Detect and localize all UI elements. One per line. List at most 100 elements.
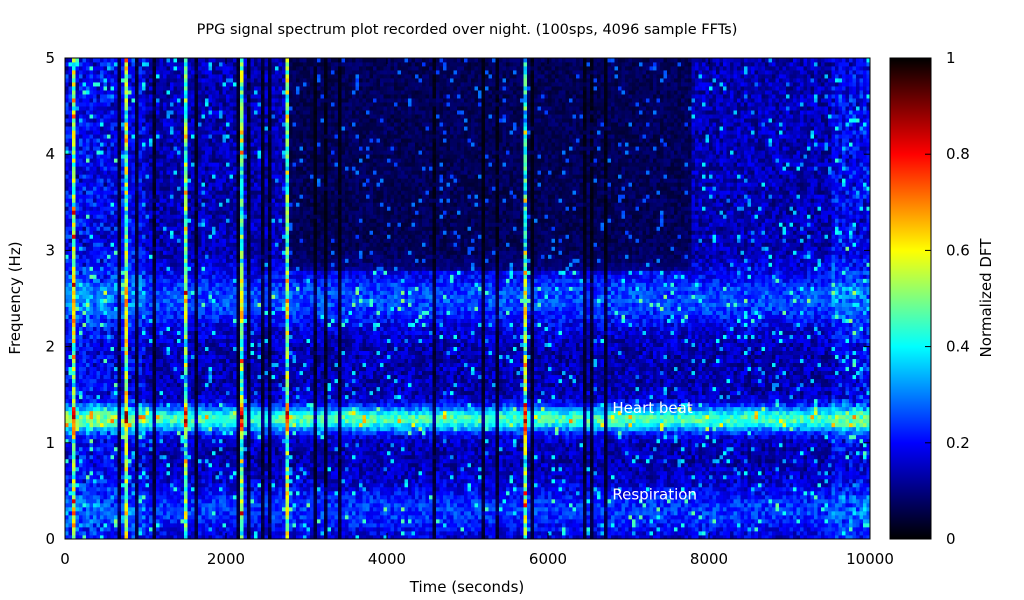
heatmap-cell [149, 487, 153, 491]
heatmap-cell [177, 118, 181, 122]
heatmap-cell [184, 531, 188, 535]
heatmap-cell [132, 170, 136, 174]
heatmap-cell [170, 375, 174, 379]
heatmap-cell [121, 230, 125, 234]
heatmap-cell [191, 226, 195, 230]
heatmap-cell [156, 451, 160, 455]
heatmap-cell [142, 303, 146, 307]
heatmap-cell [149, 427, 153, 431]
heatmap-cell [149, 395, 153, 399]
heatmap-cell [188, 86, 192, 90]
heatmap-cell [139, 379, 143, 383]
heatmap-cell [104, 182, 108, 186]
heatmap-cell [146, 303, 150, 307]
heatmap-cell [205, 483, 209, 487]
heatmap-cell [163, 431, 167, 435]
heatmap-cell [198, 307, 202, 311]
heatmap-cell [191, 190, 195, 194]
heatmap-cell [132, 415, 136, 419]
heatmap-cell [83, 98, 87, 102]
heatmap-cell [79, 206, 83, 210]
heatmap-cell [86, 234, 90, 238]
heatmap-cell [76, 387, 80, 391]
heatmap-cell [135, 395, 139, 399]
heatmap-cell [104, 218, 108, 222]
heatmap-cell [132, 323, 136, 327]
heatmap-cell [83, 435, 87, 439]
heatmap-cell [181, 198, 185, 202]
heatmap-cell [76, 254, 80, 258]
heatmap-cell [198, 242, 202, 246]
heatmap-cell [198, 234, 202, 238]
heatmap-cell [198, 407, 202, 411]
heatmap-cell [104, 138, 108, 142]
heatmap-cell [79, 86, 83, 90]
heatmap-cell [65, 515, 69, 519]
heatmap-cell [139, 523, 143, 527]
heatmap-cell [195, 407, 199, 411]
heatmap-cell [139, 499, 143, 503]
heatmap-cell [107, 258, 111, 262]
heatmap-cell [83, 355, 87, 359]
heatmap-cell [65, 90, 69, 94]
heatmap-cell [156, 355, 160, 359]
heatmap-cell [128, 427, 132, 431]
heatmap-cell [107, 339, 111, 343]
heatmap-cell [170, 303, 174, 307]
heatmap-cell [93, 355, 97, 359]
heatmap-cell [97, 435, 101, 439]
heatmap-cell [90, 78, 94, 82]
heatmap-cell [181, 278, 185, 282]
heatmap-cell [184, 399, 188, 403]
heatmap-cell [205, 383, 209, 387]
heatmap-cell [128, 182, 132, 186]
heatmap-cell [146, 182, 150, 186]
heatmap-cell [198, 423, 202, 427]
heatmap-cell [149, 66, 153, 70]
heatmap-cell [114, 475, 118, 479]
heatmap-cell [209, 262, 213, 266]
heatmap-cell [184, 519, 188, 523]
heatmap-cell [209, 435, 213, 439]
heatmap-cell [90, 190, 94, 194]
heatmap-cell [90, 527, 94, 531]
heatmap-cell [198, 250, 202, 254]
heatmap-cell [111, 319, 115, 323]
heatmap-cell [181, 174, 185, 178]
heatmap-cell [104, 495, 108, 499]
heatmap-cell [170, 138, 174, 142]
heatmap-cell [170, 495, 174, 499]
heatmap-cell [79, 174, 83, 178]
heatmap-cell [149, 407, 153, 411]
heatmap-cell [72, 439, 76, 443]
heatmap-cell [69, 339, 73, 343]
heatmap-cell [202, 315, 206, 319]
heatmap-cell [188, 335, 192, 339]
heatmap-cell [86, 435, 90, 439]
heatmap-cell [163, 351, 167, 355]
heatmap-cell [72, 202, 76, 206]
heatmap-cell [86, 355, 90, 359]
heatmap-cell [111, 411, 115, 415]
heatmap-cell [79, 106, 83, 110]
heatmap-cell [139, 415, 143, 419]
heatmap-cell [104, 58, 108, 62]
heatmap-cell [86, 495, 90, 499]
heatmap-cell [76, 379, 80, 383]
heatmap-cell [139, 451, 143, 455]
heatmap-cell [195, 242, 199, 246]
heatmap-cell [163, 118, 167, 122]
heatmap-cell [132, 331, 136, 335]
heatmap-cell [198, 379, 202, 383]
heatmap-cell [100, 367, 104, 371]
heatmap-cell [195, 234, 199, 238]
heatmap-cell [184, 226, 188, 230]
heatmap-cell [149, 118, 153, 122]
heatmap-cell [142, 403, 146, 407]
heatmap-cell [76, 222, 80, 226]
heatmap-cell [132, 118, 136, 122]
heatmap-cell [135, 90, 139, 94]
heatmap-cell [76, 447, 80, 451]
heatmap-cell [202, 114, 206, 118]
heatmap-cell [209, 230, 213, 234]
